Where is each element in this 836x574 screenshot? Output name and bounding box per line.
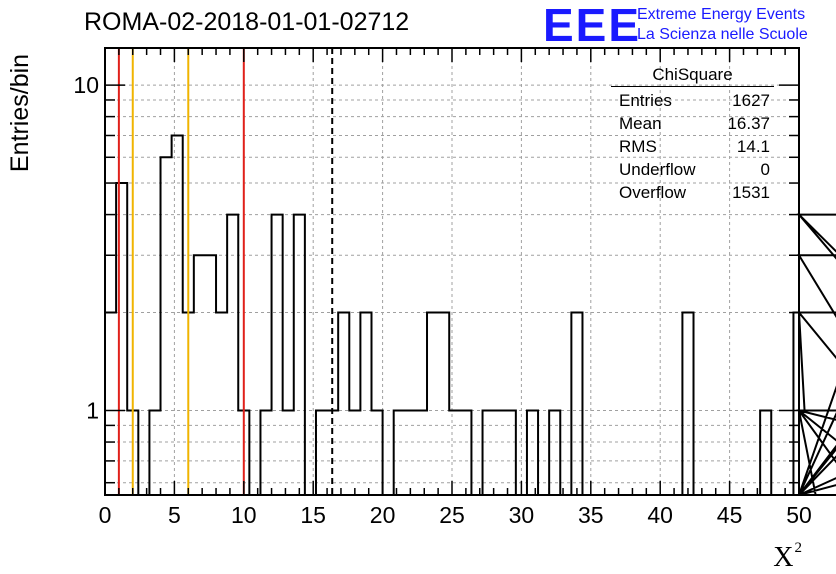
histogram-bin xyxy=(260,411,271,495)
x-axis-label: X2 xyxy=(773,540,802,574)
logo-line-2: La Scienza nelle Scuole xyxy=(637,26,808,43)
y-axis-label: Entries/bin xyxy=(6,53,34,173)
x-tick-label: 50 xyxy=(786,502,812,528)
stats-title: ChiSquare xyxy=(611,64,774,87)
x-tick-label: 45 xyxy=(717,502,743,528)
x-tick-label: 0 xyxy=(99,502,112,528)
histogram-bin xyxy=(505,411,516,495)
histogram-bin xyxy=(161,157,172,495)
x-axis-label-sup: 2 xyxy=(794,540,803,556)
y-axis-ticks: 1 10 xyxy=(73,72,799,484)
stats-label: Underflow xyxy=(619,160,696,179)
histogram-bin xyxy=(682,313,693,495)
stats-value: 0 xyxy=(760,160,770,179)
histogram-bin xyxy=(416,411,427,495)
x-tick-label: 20 xyxy=(370,502,396,528)
histogram-bin xyxy=(371,411,382,495)
histogram-bin xyxy=(294,215,305,495)
histogram-bin xyxy=(116,183,127,495)
histogram-bin xyxy=(405,411,416,495)
histogram-bin xyxy=(272,215,283,495)
histogram-bin xyxy=(105,313,116,495)
eee-logo: EEE xyxy=(543,0,642,51)
histogram-bin xyxy=(438,313,449,495)
histogram-bin xyxy=(549,411,560,495)
histogram-bin xyxy=(205,255,216,495)
x-axis-label-main: X xyxy=(773,542,794,573)
stats-label: RMS xyxy=(619,137,657,156)
logo-line-1: Extreme Energy Events xyxy=(637,6,806,23)
histogram-bin xyxy=(571,313,582,495)
histogram-bin xyxy=(483,411,494,495)
x-tick-label: 25 xyxy=(439,502,465,528)
x-tick-label: 15 xyxy=(300,502,326,528)
histogram-bin xyxy=(494,411,505,495)
x-axis-ticks: 0 5 10 15 20 25 30 35 40 45 50 xyxy=(99,48,812,528)
histogram-bin xyxy=(760,411,771,495)
histogram-bin xyxy=(316,411,327,495)
x-tick-label: 10 xyxy=(231,502,257,528)
histogram-bin xyxy=(149,411,160,495)
histogram-bin xyxy=(427,313,438,495)
stats-label: Overflow xyxy=(619,183,687,202)
stats-value: 1627 xyxy=(732,91,770,110)
plot-title: ROMA-02-2018-01-01-02712 xyxy=(84,8,410,36)
x-tick-label: 40 xyxy=(647,502,673,528)
stats-label: Entries xyxy=(619,91,672,110)
stats-box: ChiSquare Entries 1627 Mean 16.37 RMS 14.1 … xyxy=(611,64,774,204)
histogram-bin xyxy=(338,313,349,495)
stats-label: Mean xyxy=(619,114,662,133)
histogram-bin xyxy=(394,411,405,495)
histogram-bin xyxy=(216,313,227,495)
stats-row-mean: Mean 16.37 xyxy=(611,112,774,135)
histogram-bin xyxy=(527,411,538,495)
histogram-bin xyxy=(194,255,205,495)
histogram-bin xyxy=(360,313,371,495)
histogram-bin xyxy=(460,411,471,495)
stats-value: 1531 xyxy=(732,183,770,202)
y-tick-label: 10 xyxy=(73,72,99,98)
stats-row-rms: RMS 14.1 xyxy=(611,135,774,158)
x-tick-label: 5 xyxy=(168,502,181,528)
x-tick-label: 35 xyxy=(578,502,604,528)
y-tick-label: 1 xyxy=(86,398,99,424)
stats-value: 16.37 xyxy=(727,114,770,133)
x-tick-label: 30 xyxy=(509,502,535,528)
histogram-bin xyxy=(283,411,294,495)
histogram-bin xyxy=(349,411,360,495)
stats-row-overflow: Overflow 1531 xyxy=(611,181,774,204)
histogram-bin xyxy=(172,135,183,495)
stats-row-entries: Entries 1627 xyxy=(611,89,774,112)
stats-value: 14.1 xyxy=(736,137,770,156)
histogram-bin xyxy=(227,215,238,495)
stats-row-underflow: Underflow 0 xyxy=(611,158,774,181)
reference-lines xyxy=(117,48,334,495)
histogram-bin xyxy=(449,411,460,495)
